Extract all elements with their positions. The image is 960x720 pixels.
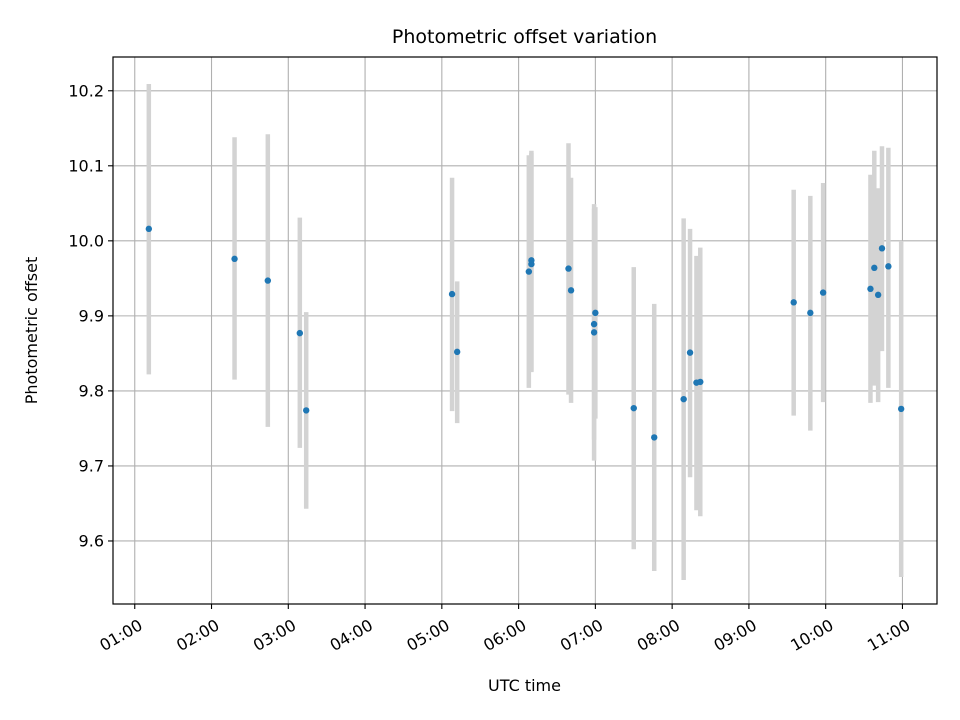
data-point [686, 349, 694, 356]
data-point [303, 407, 310, 414]
data-point [264, 277, 272, 284]
data-point [590, 329, 598, 336]
data-point [807, 309, 814, 317]
data-point [878, 245, 886, 252]
data-point [525, 268, 533, 275]
y-tick-label: 9.7 [79, 456, 104, 475]
y-tick-label: 9.6 [79, 531, 104, 550]
y-axis-ticks: 9.6 9.7 9.8 9.9 10.0 10.1 10.2 [68, 81, 113, 550]
data-point [567, 287, 575, 294]
data-point [790, 299, 797, 306]
data-point [592, 309, 599, 317]
data-point [680, 395, 687, 403]
data-point [885, 263, 892, 270]
data-point [565, 265, 572, 272]
y-tick-label: 10.0 [68, 231, 104, 250]
data-point [448, 290, 456, 298]
data-point [528, 257, 535, 264]
y-tick-label: 9.9 [79, 306, 104, 325]
data-point [145, 225, 153, 233]
data-point [874, 291, 882, 299]
data-point [697, 378, 704, 386]
point-layer [145, 225, 905, 441]
grid-layer [113, 57, 937, 604]
data-point [231, 255, 238, 263]
data-point [590, 320, 598, 328]
data-point [651, 434, 658, 441]
data-point [296, 329, 304, 337]
y-tick-label: 10.1 [68, 156, 104, 175]
plot-frame [112, 56, 938, 605]
data-point [630, 404, 637, 412]
chart-title: Photometric offset variation [392, 26, 657, 48]
data-point [819, 289, 827, 296]
data-point [867, 285, 874, 293]
data-point [897, 405, 905, 413]
data-point [453, 348, 461, 356]
data-point [871, 264, 878, 272]
y-tick-label: 10.2 [68, 81, 104, 100]
x-axis-label: UTC time [488, 676, 561, 695]
y-tick-label: 9.8 [79, 381, 104, 400]
y-axis-label: Photometric offset [22, 257, 41, 405]
